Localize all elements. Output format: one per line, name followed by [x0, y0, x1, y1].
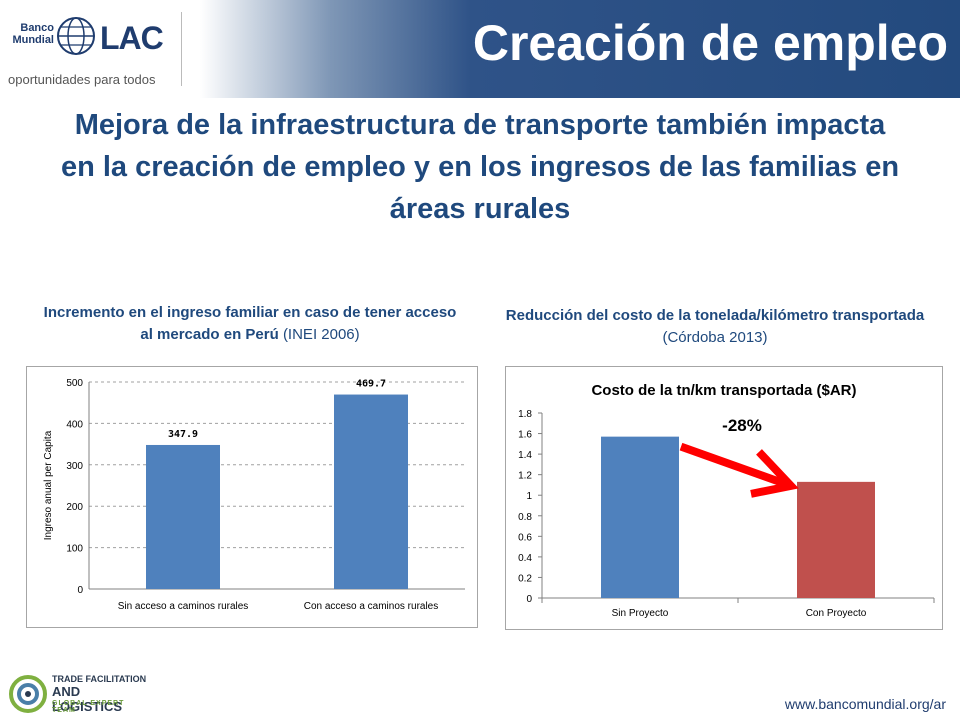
- logo-bank-text: Banco Mundial: [12, 22, 54, 46]
- y-tick-label: 0.2: [518, 573, 532, 584]
- globe-icon: [57, 17, 95, 55]
- y-tick-label: 100: [66, 544, 83, 555]
- cost-chart-svg: Costo de la tn/km transportada ($AR) 0 0.2…: [518, 382, 935, 619]
- cost-chart: Costo de la tn/km transportada ($AR) 0 0.2…: [505, 366, 943, 630]
- page-title: Creación de empleo: [472, 15, 948, 71]
- bar: [797, 481, 875, 598]
- y-tick-label: 400: [66, 419, 83, 430]
- logo-divider: [181, 12, 182, 86]
- y-tick-label: 1.6: [518, 430, 532, 441]
- y-tick-label: 1: [526, 491, 532, 502]
- y-tick-label: 1.8: [518, 409, 532, 420]
- x-tick-label: Sin Proyecto: [612, 608, 669, 619]
- x-tick-label: Con acceso a caminos rurales: [304, 601, 439, 612]
- logo-tagline: oportunidades para todos: [8, 72, 156, 87]
- bar: [334, 394, 408, 589]
- logo-lac-text: LAC: [100, 20, 164, 56]
- right-caption-text: Reducción del costo de la tonelada/kilóm…: [505, 307, 925, 324]
- y-tick-label: 500: [66, 378, 83, 389]
- bar-data-label: 469.7: [356, 379, 386, 390]
- header-banner: Banco Mundial LAC oportunidades para tod…: [0, 0, 960, 98]
- right-chart-caption: Reducción del costo de la tonelada/kilóm…: [505, 305, 925, 349]
- y-tick-label: 1.2: [518, 471, 532, 482]
- chart-title: Costo de la tn/km transportada ($AR): [591, 382, 856, 399]
- right-caption-source: (Córdoba 2013): [662, 329, 768, 346]
- slide-subtitle: Mejora de la infraestructura de transpor…: [60, 109, 900, 225]
- trade-facilitation-logo: TRADE FACILITATION AND LOGISTICS GLOBAL …: [8, 672, 148, 716]
- leaf-emblem-icon: [9, 675, 47, 713]
- world-bank-lac-logo: Banco Mundial LAC oportunidades para tod…: [6, 8, 196, 93]
- y-tick-label: 0.4: [518, 553, 532, 564]
- arrow-shaft: [679, 442, 793, 490]
- bar: [146, 444, 220, 589]
- footer-url-link[interactable]: www.bancomundial.org/ar: [784, 696, 946, 712]
- y-axis-label: Ingreso anual per Capita: [43, 430, 54, 540]
- left-caption-text: Incremento en el ingreso familiar en cas…: [43, 304, 457, 343]
- percent-change-annotation: -28%: [722, 416, 762, 435]
- tfl-line1: TRADE FACILITATION: [52, 674, 147, 684]
- bar-data-label: 347.9: [168, 429, 198, 440]
- x-tick-label: Con Proyecto: [806, 608, 867, 619]
- bar: [601, 436, 679, 598]
- y-tick-label: 0: [526, 594, 532, 605]
- income-chart-svg: 0 100 200 300 400 500 347.9 Sin acceso a camino…: [43, 378, 465, 612]
- income-chart: 0 100 200 300 400 500 347.9 Sin acceso a camino…: [26, 366, 478, 628]
- tfl-line2: AND LOGISTICS: [52, 684, 123, 714]
- left-chart-caption: Incremento en el ingreso familiar en cas…: [40, 302, 460, 346]
- y-tick-label: 0.8: [518, 512, 532, 523]
- y-tick-label: 200: [66, 502, 83, 513]
- y-tick-label: 0: [77, 585, 83, 596]
- arrow-head: [750, 449, 799, 498]
- y-tick-label: 0.6: [518, 532, 532, 543]
- left-caption-source: (INEI 2006): [282, 326, 360, 343]
- tfl-line3: GLOBAL EXPERT TEAM: [52, 700, 125, 714]
- y-tick-label: 1.4: [518, 450, 532, 461]
- x-tick-label: Sin acceso a caminos rurales: [118, 601, 249, 612]
- y-tick-label: 300: [66, 461, 83, 472]
